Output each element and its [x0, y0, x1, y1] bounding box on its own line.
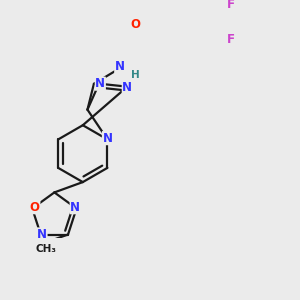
Text: N: N — [37, 228, 47, 241]
Text: F: F — [226, 0, 235, 11]
Text: N: N — [122, 82, 132, 94]
Text: N: N — [95, 77, 105, 90]
Text: F: F — [226, 33, 235, 46]
Text: N: N — [70, 201, 80, 214]
Text: H: H — [131, 70, 140, 80]
Text: O: O — [30, 201, 40, 214]
Text: N: N — [115, 61, 125, 74]
Text: CH₃: CH₃ — [36, 244, 57, 254]
Text: N: N — [102, 132, 112, 145]
Text: O: O — [130, 18, 140, 31]
